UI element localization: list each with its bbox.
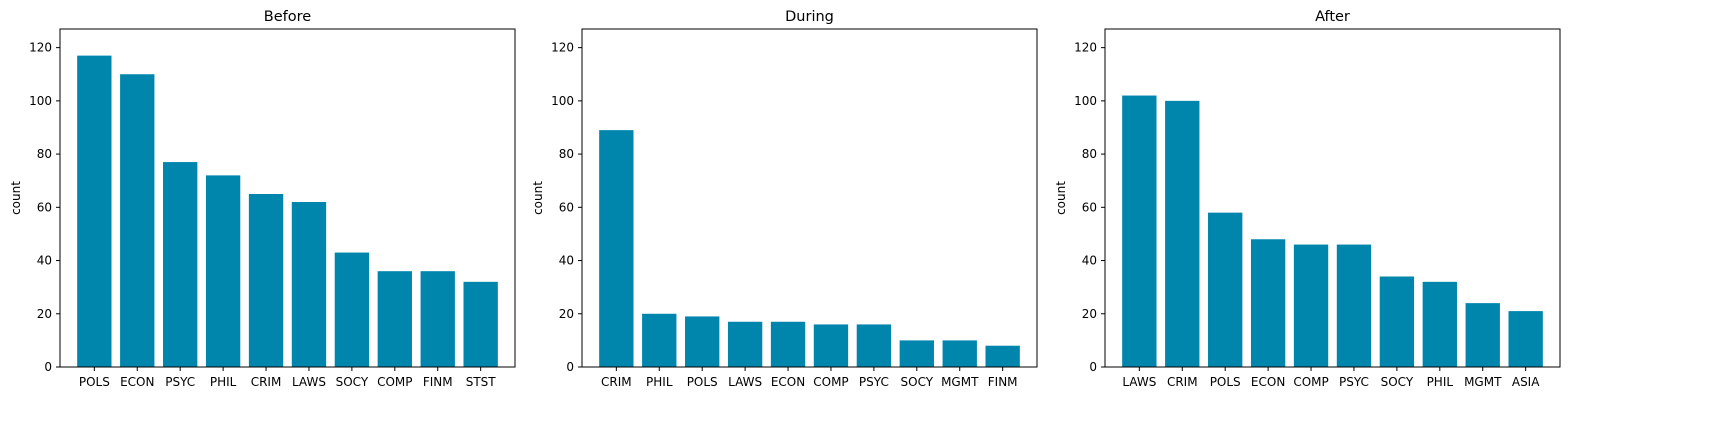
y-tick-label: 100 [551,94,574,108]
bar-socy [899,340,934,367]
x-tick-label: LAWS [1122,375,1156,389]
bar-pols [685,316,720,367]
y-tick-label: 60 [37,200,52,214]
bar-phil [1422,281,1457,367]
axes-frame [59,28,516,368]
x-tick-label: POLS [1210,375,1241,389]
x-tick-label: POLS [687,375,718,389]
x-tick-label: ECON [771,375,805,389]
bar-mgmt [1465,303,1500,367]
x-tick-label: POLS [79,375,110,389]
bar-crim [599,130,634,367]
x-tick-label: FINM [423,375,453,389]
bar-finm [985,345,1020,367]
y-tick-label: 100 [29,94,52,108]
chart-title: Before [264,9,311,25]
x-tick-label: STST [466,375,497,389]
axes-frame [1104,28,1561,368]
x-tick-label: SOCY [901,375,934,389]
y-tick-label: 80 [559,147,574,161]
bar-crim [248,194,284,367]
bar-econ [120,74,155,368]
x-tick-label: COMP [813,375,848,389]
x-tick-label: PHIL [210,375,237,389]
y-tick-label: 0 [44,360,52,374]
y-tick-label: 120 [1074,41,1097,55]
x-tick-label: CRIM [251,375,282,389]
x-tick-label: LAWS [728,375,762,389]
bar-socy [1379,276,1415,367]
y-tick-label: 60 [559,200,574,214]
bar-comp [1293,244,1329,367]
bar-phil [642,313,677,367]
x-tick-label: CRIM [601,375,632,389]
x-tick-label: CRIM [1167,375,1198,389]
bar-laws [727,321,763,367]
bar-econ [770,321,806,367]
y-tick-label: 100 [1074,94,1097,108]
bar-mgmt [942,340,977,367]
y-tick-label: 40 [37,254,52,268]
y-tick-label: 120 [29,41,52,55]
x-tick-label: MGMT [1464,375,1502,389]
y-tick-label: 60 [1082,200,1097,214]
y-tick-label: 40 [1082,254,1097,268]
x-tick-label: COMP [377,375,412,389]
x-tick-label: PSYC [859,375,889,389]
x-tick-label: LAWS [292,375,326,389]
bar-laws [1122,95,1157,367]
y-tick-label: 20 [1082,307,1097,321]
bar-psyc [163,162,198,367]
bar-comp [813,324,849,367]
bar-psyc [1336,244,1372,367]
x-tick-label: SOCY [336,375,369,389]
bar-socy [334,252,370,367]
y-tick-label: 0 [566,360,574,374]
y-tick-label: 120 [551,41,574,55]
y-tick-label: 40 [559,254,574,268]
bar-crim [1165,100,1200,368]
x-tick-label: ECON [120,375,154,389]
x-tick-label: ASIA [1512,375,1540,389]
chart-panel-3: LAWS CRIM POLS ECON COMP PSYC SOCY PHIL MGMT ASIA… [1054,9,1561,389]
chart-title: After [1315,9,1350,25]
x-tick-label: MGMT [941,375,979,389]
chart-panel-2: CRIM PHIL POLS LAWS ECON COMP PSYC SOCY MGMT FINM… [531,9,1038,389]
bar-asia [1508,311,1543,367]
bar-comp [377,271,412,367]
x-tick-label: PSYC [1339,375,1369,389]
chart-title: During [785,9,834,25]
y-axis-label: count [1054,181,1068,215]
x-tick-label: PHIL [1427,375,1454,389]
bar-pols [77,55,112,368]
y-tick-label: 0 [1089,360,1097,374]
y-tick-label: 20 [37,307,52,321]
y-axis-label: count [531,181,545,215]
bar-phil [205,175,241,367]
y-tick-label: 80 [37,147,52,161]
y-tick-label: 20 [559,307,574,321]
x-tick-label: COMP [1293,375,1328,389]
x-tick-label: FINM [988,375,1018,389]
bar-finm [420,271,455,367]
bar-psyc [856,324,892,367]
bar-pols [1208,212,1243,367]
x-tick-label: PSYC [165,375,195,389]
bar-laws [291,201,327,367]
chart-panel-1: POLS ECON PSYC PHIL CRIM LAWS SOCY COMP FINM STST… [9,9,516,389]
y-tick-label: 80 [1082,147,1097,161]
y-axis-label: count [9,181,23,215]
bar-econ [1250,239,1286,367]
x-tick-label: ECON [1251,375,1285,389]
axes-frame [581,28,1038,368]
x-tick-label: SOCY [1381,375,1414,389]
x-tick-label: PHIL [646,375,673,389]
bar-stst [463,281,498,367]
